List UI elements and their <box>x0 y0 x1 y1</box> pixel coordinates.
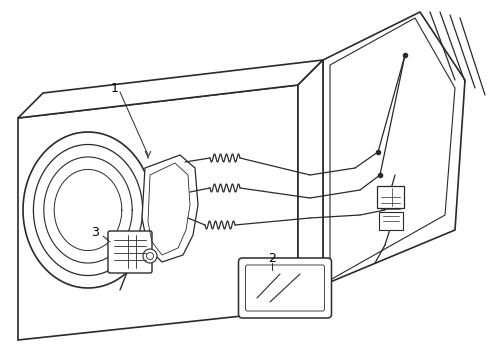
Polygon shape <box>18 85 297 340</box>
Polygon shape <box>323 12 464 285</box>
FancyBboxPatch shape <box>376 186 403 208</box>
FancyBboxPatch shape <box>238 258 331 318</box>
Circle shape <box>142 249 157 263</box>
Polygon shape <box>18 60 323 118</box>
Polygon shape <box>142 155 198 262</box>
FancyBboxPatch shape <box>108 231 152 273</box>
Polygon shape <box>297 60 323 310</box>
Polygon shape <box>329 18 454 280</box>
FancyBboxPatch shape <box>378 212 402 230</box>
Text: 1: 1 <box>111 81 119 95</box>
Text: 3: 3 <box>91 225 99 239</box>
Text: 2: 2 <box>267 252 275 265</box>
